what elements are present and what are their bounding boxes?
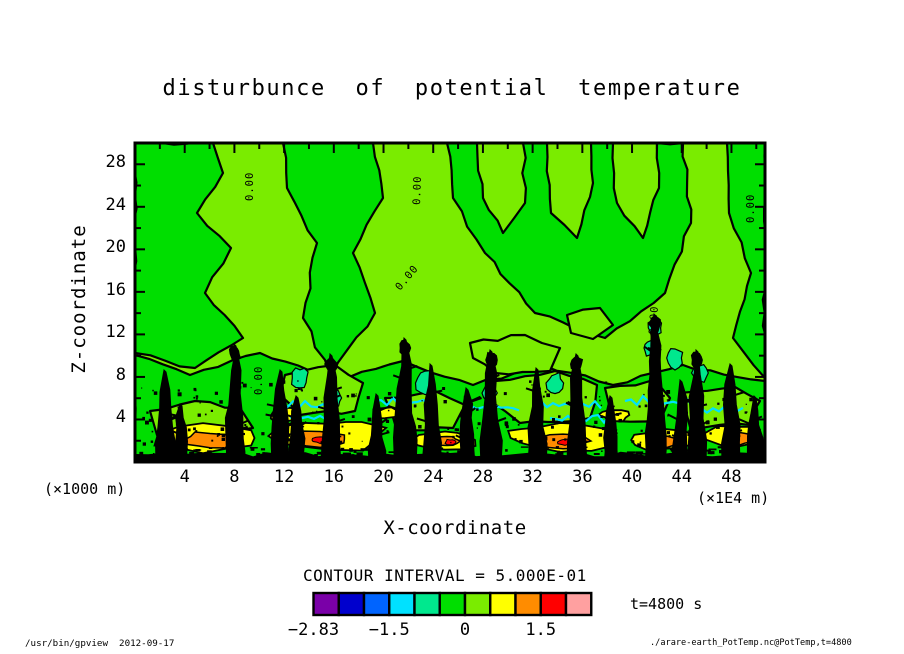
z-axis-unit: (×1000 m) [44, 480, 126, 498]
contour-fills: 0.00 0.000.000.000.000.00 [135, 143, 765, 462]
x-tick-label: 32 [522, 467, 543, 487]
x-tick-label: 4 [179, 467, 190, 487]
x-tick-label: 12 [273, 467, 295, 487]
plot-area: 0.00 0.00 0.00 0.00 0.00 0.00 [133, 141, 767, 464]
contour-label: 0.00 [244, 172, 256, 201]
z-tick-label: 12 [105, 322, 126, 343]
colorbar [312, 591, 593, 617]
z-tick-label: 16 [105, 279, 126, 300]
plot-frame [133, 141, 767, 464]
z-tick-label: 4 [115, 407, 126, 428]
x-tick-label: 40 [621, 467, 643, 487]
colorbar-cell [438, 591, 467, 617]
colorbar-tick-label: −1.5 [368, 620, 410, 640]
colorbar-cell [413, 591, 441, 617]
contour-label: 0.00 [647, 305, 661, 335]
colorbar-tick-label: −2.83 [287, 620, 340, 640]
footer-command: /usr/bin/gpview 2012-09-17 [25, 638, 175, 649]
colorbar-cell [489, 591, 517, 617]
colorbar-cell [564, 591, 593, 617]
x-tick-label: 16 [323, 467, 345, 487]
colorbar-tick-label: 1.5 [525, 620, 557, 640]
x-axis-title: X-coordinate [383, 517, 527, 539]
contour-label: 0.00 [411, 175, 424, 205]
z-tick-label: 28 [105, 152, 126, 173]
x-tick-label: 36 [572, 467, 593, 487]
x-tick-label: 20 [373, 467, 394, 487]
contour-label: 0.00 [253, 366, 265, 395]
colorbar-tick-label: 0 [459, 620, 471, 640]
colorbar-cell [514, 591, 542, 617]
plot-title: disturbunce of potential temperature [162, 76, 742, 101]
contour-label: 0.00 [745, 194, 757, 223]
colorbar-cell [312, 591, 340, 617]
colorbar-cell [388, 591, 416, 617]
colorbar-cell [362, 591, 391, 617]
colorbar-cell [337, 591, 366, 617]
x-tick-label: 24 [422, 467, 444, 487]
x-tick-label: 44 [671, 467, 692, 487]
footer-file: ./arare-earth_PotTemp.nc@PotTemp,t=4800 [650, 638, 852, 648]
colorbar-cell [463, 591, 492, 617]
contour-plot: 0.00 0.000.000.000.000.00 [133, 141, 767, 464]
x-tick-label: 48 [721, 467, 742, 487]
colorbar-cell [539, 591, 568, 617]
z-tick-label: 20 [105, 237, 126, 258]
axis-ticks [136, 144, 764, 461]
z-tick-label: 24 [105, 194, 126, 215]
z-tick-label: 8 [115, 364, 126, 385]
x-tick-label: 8 [229, 467, 240, 487]
x-tick-label: 28 [472, 467, 494, 487]
x-axis-unit: (×1E4 m) [697, 489, 770, 507]
time-label: t=4800 s [630, 595, 703, 613]
contour-interval-label: CONTOUR INTERVAL = 5.000E-01 [303, 566, 587, 585]
